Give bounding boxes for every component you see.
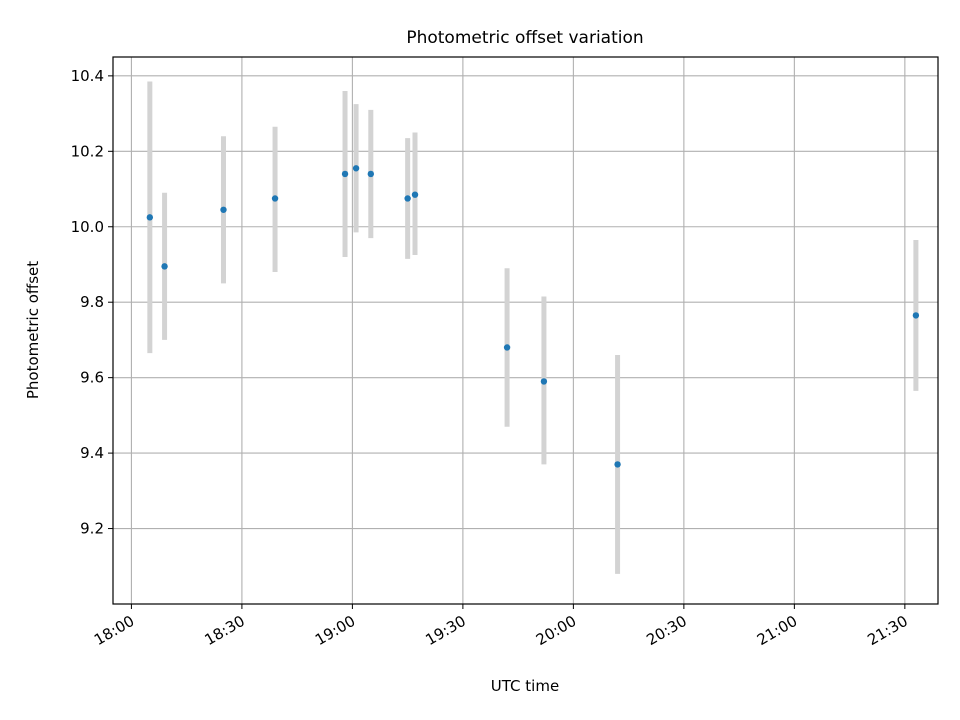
- data-point: [503, 344, 511, 351]
- y-tick-label: 9.8: [80, 293, 104, 311]
- data-point: [404, 195, 411, 202]
- chart-title: Photometric offset variation: [406, 28, 643, 48]
- data-point: [271, 195, 279, 202]
- plot-frame: [112, 56, 939, 605]
- data-point: [161, 263, 168, 270]
- y-tick-label: 10.2: [71, 142, 104, 160]
- x-tick-label: 18:00: [91, 612, 137, 649]
- y-tick-label: 9.4: [80, 444, 104, 462]
- data-points: [146, 165, 920, 468]
- x-tick-label: 21:00: [754, 612, 800, 649]
- x-axis-label: UTC time: [491, 677, 559, 695]
- data-point: [367, 170, 375, 178]
- y-axis-label: Photometric offset: [24, 261, 42, 399]
- y-tick-label: 9.6: [80, 369, 104, 387]
- data-point: [220, 206, 227, 213]
- data-point: [352, 165, 360, 172]
- x-tick-label: 19:00: [312, 612, 358, 649]
- y-tick-label: 10.0: [71, 218, 104, 236]
- data-point: [411, 191, 419, 198]
- data-point: [614, 461, 621, 468]
- data-point: [912, 312, 920, 319]
- data-point: [341, 170, 349, 178]
- y-tick-label: 10.4: [71, 67, 104, 85]
- data-point: [540, 378, 548, 385]
- x-tick-label: 21:30: [864, 612, 910, 649]
- grid: [113, 57, 938, 604]
- data-point: [146, 214, 154, 221]
- x-tick-label: 20:00: [533, 612, 579, 649]
- x-axis-ticks: 18:00 18:30 19:00 19:30 20:00 20:30 21:00 21:30: [91, 604, 911, 649]
- error-bars: [147, 81, 919, 574]
- x-tick-label: 19:30: [422, 612, 468, 649]
- x-tick-label: 20:30: [643, 612, 689, 649]
- x-tick-label: 18:30: [201, 612, 247, 649]
- y-tick-label: 9.2: [80, 520, 104, 538]
- y-axis-ticks: 9.2 9.4 9.6 9.8 10.0 10.2 10.4: [71, 67, 113, 538]
